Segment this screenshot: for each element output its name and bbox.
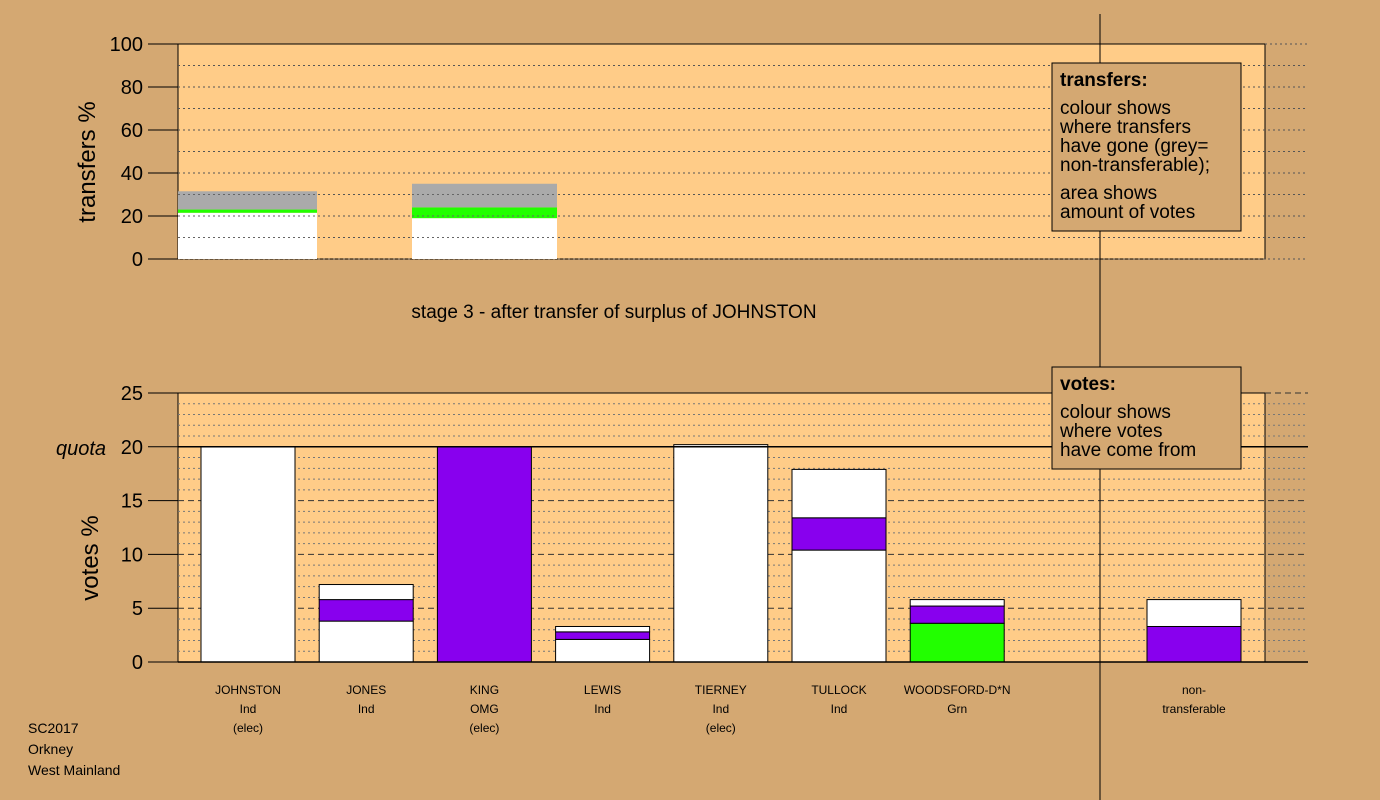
transfers-legend-line: colour shows <box>1060 98 1171 119</box>
candidate-label: transferable <box>1162 702 1226 716</box>
transfer-bar-segment <box>412 183 557 208</box>
quota-label: quota <box>56 438 106 460</box>
transfer-bar-segment <box>178 191 317 210</box>
vote-bar-segment <box>1146 625 1242 663</box>
candidate-label: (elec) <box>706 721 736 735</box>
votes-y-axis-label: votes % <box>77 515 104 600</box>
footer-election: SC2017 <box>28 720 79 736</box>
votes-legend-line: where votes <box>1059 421 1162 442</box>
candidate-label: Ind <box>712 702 729 716</box>
candidate-label: Ind <box>358 702 375 716</box>
transfers-legend-line: non-transferable); <box>1060 155 1210 176</box>
transfers-y-axis-label: transfers % <box>74 101 101 222</box>
transfers-legend-title: transfers: <box>1060 70 1148 91</box>
vote-bar-segment <box>909 605 1005 624</box>
y-tick-label: 20 <box>121 206 143 228</box>
votes-legend: votes: colour shows where votes have com… <box>1051 366 1242 470</box>
y-tick-label: 80 <box>121 77 143 99</box>
vote-bar-segment <box>318 584 414 601</box>
transfer-bar-segment <box>412 207 557 219</box>
vote-bar-segment <box>1146 599 1242 627</box>
candidate-label: LEWIS <box>584 683 621 697</box>
y-tick-label: 10 <box>121 544 143 566</box>
y-tick-label: 60 <box>121 120 143 142</box>
stage-title: stage 3 - after transfer of surplus of J… <box>411 302 816 323</box>
transfers-legend-line: amount of votes <box>1060 202 1195 223</box>
candidate-label: KING <box>470 683 499 697</box>
y-tick-label: 25 <box>121 383 143 405</box>
transfer-bar-segment <box>178 212 317 259</box>
transfers-legend-line: have gone (grey= <box>1060 136 1208 157</box>
transfers-y-ticks: 0 20 40 60 80 100 <box>110 34 178 271</box>
transfers-legend-line: area shows <box>1060 183 1157 204</box>
candidate-label: OMG <box>470 702 499 716</box>
votes-legend-box <box>1051 366 1242 470</box>
vote-bar-segment <box>909 622 1005 663</box>
candidate-label: Grn <box>947 702 967 716</box>
y-tick-label: 0 <box>132 249 143 271</box>
vote-bar-segment <box>909 599 1005 607</box>
vote-bar-segment <box>200 446 296 663</box>
candidate-label: WOODSFORD-D*N <box>904 683 1011 697</box>
y-tick-label: 5 <box>132 598 143 620</box>
candidate-label: Ind <box>594 702 611 716</box>
candidate-label: TIERNEY <box>695 683 747 697</box>
candidate-labels: JOHNSTON Ind (elec) JONES Ind KING OMG (elec) LE… <box>215 683 1226 735</box>
vote-bar-segment <box>318 620 414 663</box>
votes-legend-title: votes: <box>1060 374 1116 395</box>
candidate-label: Ind <box>240 702 257 716</box>
transfers-legend-line: where transfers <box>1059 117 1191 138</box>
y-tick-label: 0 <box>132 652 143 674</box>
y-tick-label: 100 <box>110 34 143 56</box>
transfers-legend-box <box>1051 62 1242 232</box>
vote-bar-segment <box>673 444 769 663</box>
vote-bar-segment <box>555 638 651 663</box>
vote-bar-segment <box>555 631 651 640</box>
candidate-label: Ind <box>831 702 848 716</box>
votes-legend-line: have come from <box>1060 440 1196 461</box>
transfer-bar-segment <box>412 218 557 259</box>
footer-info: SC2017 Orkney West Mainland <box>28 720 120 778</box>
votes-y-ticks: 0 5 10 15 20 25 <box>121 383 178 674</box>
candidate-label: (elec) <box>469 721 499 735</box>
candidate-label: TULLOCK <box>811 683 866 697</box>
candidate-label: JONES <box>346 683 386 697</box>
y-tick-label: 40 <box>121 163 143 185</box>
footer-ward: West Mainland <box>28 762 120 778</box>
vote-bar-segment <box>555 625 651 633</box>
vote-bar-segment <box>436 446 532 663</box>
candidate-label: non- <box>1182 683 1206 697</box>
candidate-label: (elec) <box>233 721 263 735</box>
vote-bar-segment <box>318 599 414 622</box>
transfers-bars <box>178 183 557 259</box>
footer-council: Orkney <box>28 741 73 757</box>
vote-bar-segment <box>791 549 887 663</box>
vote-bar-segment <box>791 517 887 551</box>
y-tick-label: 20 <box>121 437 143 459</box>
y-tick-label: 15 <box>121 491 143 513</box>
vote-bar-segment <box>791 468 887 519</box>
transfers-legend: transfers: colour shows where transfers … <box>1051 62 1242 232</box>
transfer-bar-segment <box>178 209 317 213</box>
candidate-label: JOHNSTON <box>215 683 281 697</box>
votes-legend-line: colour shows <box>1060 402 1171 423</box>
